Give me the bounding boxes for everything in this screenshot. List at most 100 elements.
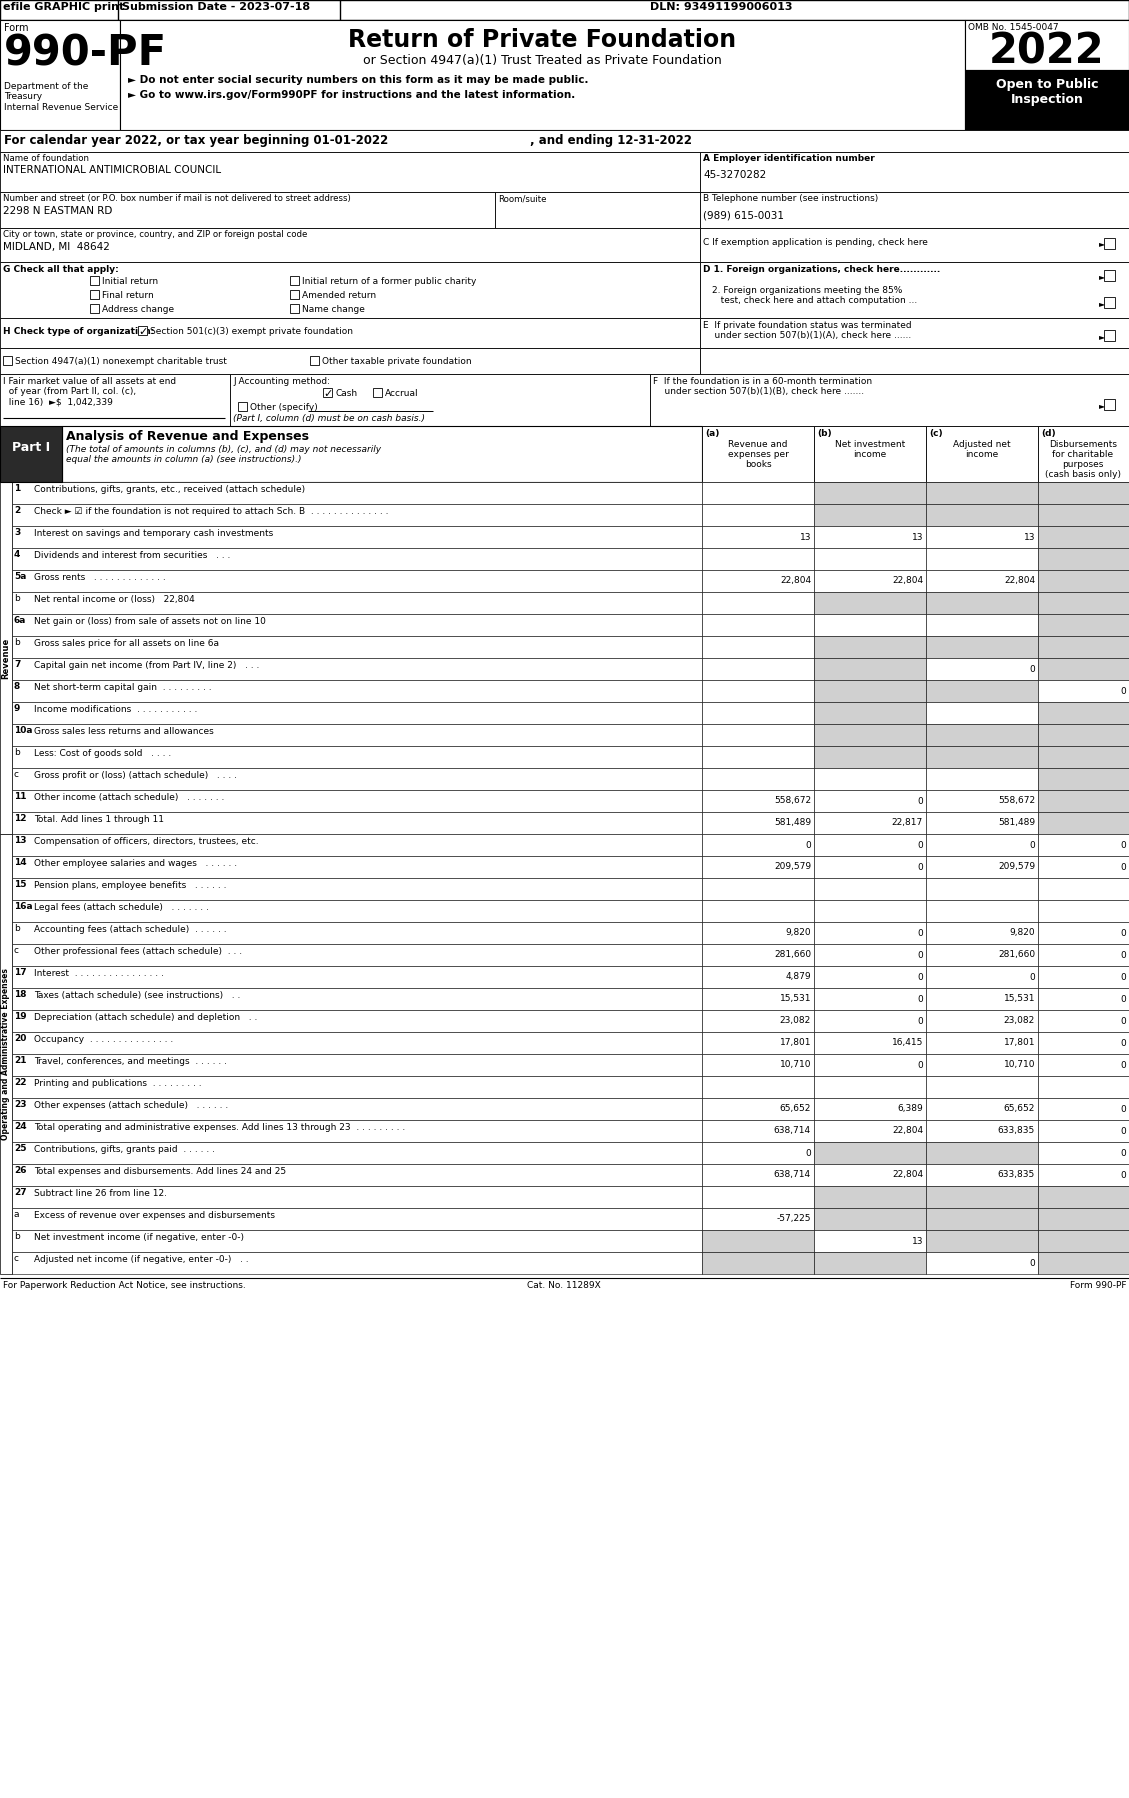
Bar xyxy=(965,70,1129,129)
Bar xyxy=(814,1251,926,1275)
Text: 0: 0 xyxy=(1030,1259,1035,1268)
Bar xyxy=(0,318,700,349)
Bar xyxy=(702,725,814,746)
Bar xyxy=(926,746,1038,768)
Bar xyxy=(702,680,814,701)
Text: 23: 23 xyxy=(14,1100,26,1109)
Text: 2. Foreign organizations meeting the 85%
   test, check here and attach computat: 2. Foreign organizations meeting the 85%… xyxy=(712,286,917,306)
Bar xyxy=(926,1251,1038,1275)
Bar xyxy=(1038,680,1129,701)
Bar xyxy=(0,228,700,263)
Bar xyxy=(700,192,1129,228)
Bar xyxy=(1038,1120,1129,1142)
Bar xyxy=(926,813,1038,834)
Text: 20: 20 xyxy=(14,1034,26,1043)
Bar xyxy=(650,374,1129,426)
Bar xyxy=(926,1187,1038,1208)
Text: D 1. Foreign organizations, check here............: D 1. Foreign organizations, check here..… xyxy=(703,264,940,273)
Text: G Check all that apply:: G Check all that apply: xyxy=(3,264,119,273)
Text: Section 501(c)(3) exempt private foundation: Section 501(c)(3) exempt private foundat… xyxy=(150,327,353,336)
Bar xyxy=(814,1142,926,1163)
Bar xyxy=(814,548,926,570)
Bar xyxy=(814,1208,926,1230)
Bar xyxy=(814,1187,926,1208)
Bar xyxy=(814,1230,926,1251)
Bar xyxy=(700,153,1129,192)
Bar xyxy=(0,263,700,318)
Text: Disbursements: Disbursements xyxy=(1049,441,1117,450)
Text: Total expenses and disbursements. Add lines 24 and 25: Total expenses and disbursements. Add li… xyxy=(34,1167,286,1176)
Text: 0: 0 xyxy=(917,951,924,960)
Bar xyxy=(926,768,1038,789)
Text: 581,489: 581,489 xyxy=(773,818,811,827)
Bar xyxy=(814,1075,926,1099)
Text: Accounting fees (attach schedule)  . . . . . .: Accounting fees (attach schedule) . . . … xyxy=(34,924,227,933)
Text: 65,652: 65,652 xyxy=(780,1104,811,1113)
Text: 209,579: 209,579 xyxy=(773,863,811,872)
Bar xyxy=(814,834,926,856)
Text: (c): (c) xyxy=(929,430,943,439)
Bar xyxy=(12,1120,702,1142)
Bar xyxy=(702,1163,814,1187)
Bar xyxy=(702,613,814,636)
Bar xyxy=(12,503,702,527)
Bar xyxy=(90,304,99,313)
Text: (d): (d) xyxy=(1041,430,1056,439)
Text: 0: 0 xyxy=(1120,1061,1126,1070)
Bar xyxy=(702,482,814,503)
Text: Depreciation (attach schedule) and depletion   . .: Depreciation (attach schedule) and deple… xyxy=(34,1012,257,1021)
Bar xyxy=(12,768,702,789)
Text: 13: 13 xyxy=(1024,532,1035,541)
Bar xyxy=(1038,944,1129,966)
Text: 15,531: 15,531 xyxy=(1004,994,1035,1003)
Bar xyxy=(12,1187,702,1208)
Text: 0: 0 xyxy=(805,1149,811,1158)
Bar xyxy=(814,768,926,789)
Bar xyxy=(702,527,814,548)
Bar xyxy=(702,1120,814,1142)
Text: Gross sales less returns and allowances: Gross sales less returns and allowances xyxy=(34,726,213,735)
Text: Adjusted net: Adjusted net xyxy=(953,441,1010,450)
Text: ►: ► xyxy=(1099,401,1105,410)
Bar xyxy=(926,680,1038,701)
Text: 0: 0 xyxy=(805,840,811,849)
Bar xyxy=(1038,592,1129,613)
Text: Return of Private Foundation: Return of Private Foundation xyxy=(348,29,736,52)
Bar xyxy=(12,1054,702,1075)
Text: 0: 0 xyxy=(1120,840,1126,849)
Text: Net gain or (loss) from sale of assets not on line 10: Net gain or (loss) from sale of assets n… xyxy=(34,617,265,626)
Bar xyxy=(12,746,702,768)
Text: E  If private foundation status was terminated
    under section 507(b)(1)(A), c: E If private foundation status was termi… xyxy=(703,322,911,340)
Bar xyxy=(12,1010,702,1032)
Text: 990-PF: 990-PF xyxy=(5,32,167,76)
Bar xyxy=(12,680,702,701)
Text: (b): (b) xyxy=(817,430,832,439)
Bar xyxy=(12,570,702,592)
Text: ► Go to www.irs.gov/Form990PF for instructions and the latest information.: ► Go to www.irs.gov/Form990PF for instru… xyxy=(128,90,576,101)
Bar xyxy=(926,613,1038,636)
Text: Capital gain net income (from Part IV, line 2)   . . .: Capital gain net income (from Part IV, l… xyxy=(34,662,260,671)
Text: Address change: Address change xyxy=(102,306,174,315)
Text: 16a: 16a xyxy=(14,903,33,912)
Bar xyxy=(12,834,702,856)
Bar xyxy=(702,701,814,725)
Bar xyxy=(12,636,702,658)
Bar xyxy=(1038,570,1129,592)
Text: books: books xyxy=(745,460,771,469)
Text: 0: 0 xyxy=(917,973,924,982)
Text: INTERNATIONAL ANTIMICROBIAL COUNCIL: INTERNATIONAL ANTIMICROBIAL COUNCIL xyxy=(3,165,221,174)
Bar xyxy=(926,1142,1038,1163)
Text: Section 4947(a)(1) nonexempt charitable trust: Section 4947(a)(1) nonexempt charitable … xyxy=(15,358,227,367)
Text: (a): (a) xyxy=(704,430,719,439)
Text: I Fair market value of all assets at end: I Fair market value of all assets at end xyxy=(3,378,176,387)
Text: Other expenses (attach schedule)   . . . . . .: Other expenses (attach schedule) . . . .… xyxy=(34,1100,228,1109)
Text: Net investment income (if negative, enter -0-): Net investment income (if negative, ente… xyxy=(34,1233,244,1242)
Bar xyxy=(814,901,926,922)
Bar xyxy=(926,901,1038,922)
Bar xyxy=(814,1010,926,1032)
Bar xyxy=(702,592,814,613)
Text: Gross profit or (loss) (attach schedule)   . . . .: Gross profit or (loss) (attach schedule)… xyxy=(34,771,237,780)
Bar xyxy=(1038,1032,1129,1054)
Text: ► Do not enter social security numbers on this form as it may be made public.: ► Do not enter social security numbers o… xyxy=(128,76,588,85)
Bar xyxy=(1038,527,1129,548)
